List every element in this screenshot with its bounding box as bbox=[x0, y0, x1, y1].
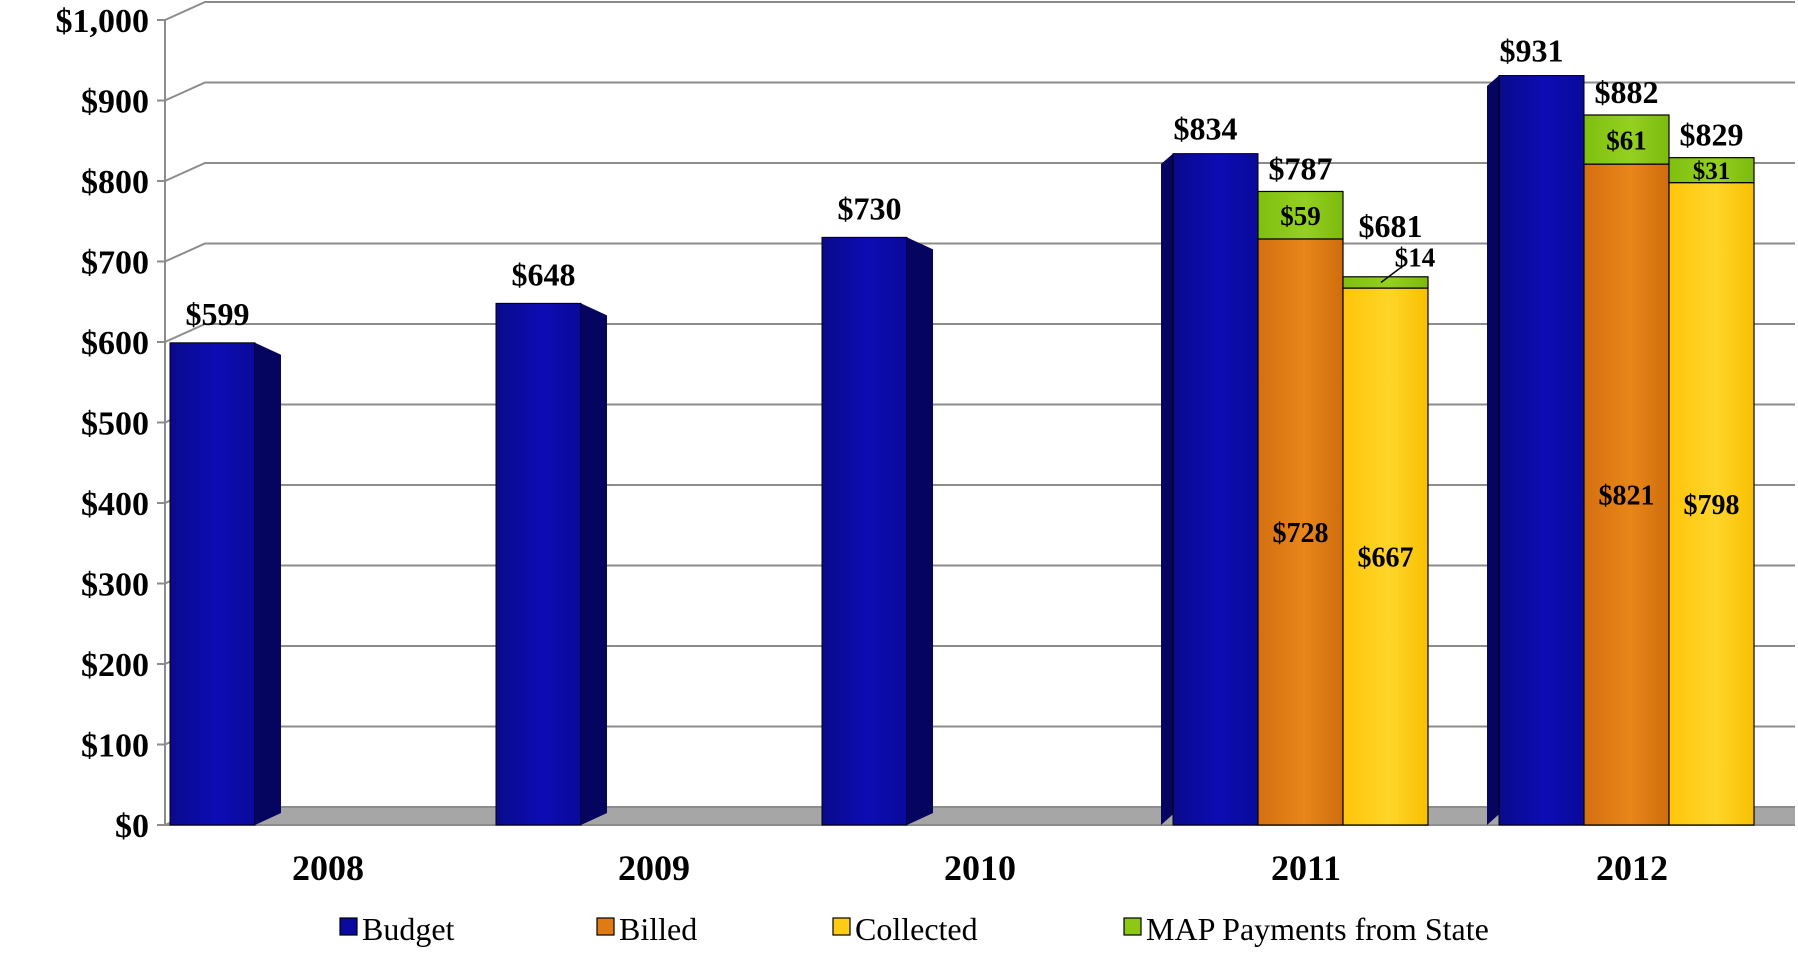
collected-bar bbox=[1342, 287, 1429, 826]
y-tick-label: $600 bbox=[81, 325, 149, 362]
collected-total-label: $681 bbox=[1359, 208, 1423, 244]
legend-label: MAP Payments from State bbox=[1146, 911, 1489, 947]
y-tick-label: $500 bbox=[81, 406, 149, 443]
collected-total-label: $829 bbox=[1680, 117, 1744, 153]
billed-map-label: $59 bbox=[1280, 201, 1321, 231]
budget-value-label: $834 bbox=[1174, 111, 1238, 147]
budget-bar-side bbox=[1487, 75, 1499, 826]
y-tick-label: $800 bbox=[81, 164, 149, 201]
legend-swatch bbox=[339, 917, 358, 936]
billed-map-segment bbox=[1257, 190, 1344, 240]
collected-map-label: $31 bbox=[1693, 158, 1731, 185]
gridline bbox=[164, 1, 1795, 21]
budget-value-label: $648 bbox=[512, 256, 576, 292]
y-tick-label: $700 bbox=[81, 245, 149, 282]
x-tick-label: 2012 bbox=[1596, 848, 1668, 888]
budget-bar-side bbox=[907, 237, 933, 826]
legend-label: Budget bbox=[362, 911, 455, 947]
x-tick-label: 2008 bbox=[292, 848, 364, 888]
billed-bar bbox=[1583, 163, 1670, 826]
y-tick-label: $900 bbox=[81, 84, 149, 121]
collected-map-label: $14 bbox=[1395, 242, 1436, 272]
y-tick-label: $1,000 bbox=[56, 3, 150, 40]
billed-bar bbox=[1257, 238, 1344, 826]
budget-bar-side bbox=[255, 342, 281, 825]
y-tick-label: $0 bbox=[115, 808, 149, 845]
x-tick-label: 2010 bbox=[944, 848, 1016, 888]
collected-bar bbox=[1668, 182, 1755, 826]
x-tick-label: 2011 bbox=[1271, 848, 1341, 888]
budget-bar-side bbox=[581, 303, 607, 825]
legend-swatch bbox=[832, 917, 851, 936]
budget-bar bbox=[495, 302, 582, 826]
budget-value-label: $730 bbox=[838, 190, 902, 226]
budget-bar bbox=[1172, 153, 1259, 826]
collected-map-segment bbox=[1342, 276, 1429, 289]
billed-map-segment bbox=[1583, 114, 1670, 165]
collected-map-segment bbox=[1668, 157, 1755, 184]
collected-base-label: $667 bbox=[1358, 543, 1414, 574]
gridline bbox=[164, 162, 1795, 182]
y-tick-label: $200 bbox=[81, 647, 149, 684]
collected-base-label: $798 bbox=[1684, 490, 1740, 521]
billed-total-label: $882 bbox=[1595, 74, 1659, 110]
gridline bbox=[164, 81, 1795, 102]
legend-swatch bbox=[596, 917, 615, 936]
budget-bar bbox=[821, 236, 908, 826]
budget-value-label: $931 bbox=[1500, 33, 1564, 69]
legend-label: Collected bbox=[855, 911, 978, 947]
budget-bar bbox=[1498, 75, 1585, 826]
y-tick-label: $100 bbox=[81, 728, 149, 765]
legend-swatch bbox=[1123, 917, 1142, 936]
y-tick-label: $300 bbox=[81, 567, 149, 604]
billed-map-label: $61 bbox=[1606, 126, 1647, 156]
billed-base-label: $821 bbox=[1599, 481, 1655, 512]
x-tick-label: 2009 bbox=[618, 848, 690, 888]
collected-map-leader bbox=[1380, 263, 1406, 284]
budget-bar-side bbox=[1161, 153, 1173, 825]
budget-bar bbox=[169, 342, 256, 826]
billed-base-label: $728 bbox=[1273, 518, 1329, 549]
budget-value-label: $599 bbox=[186, 296, 250, 332]
y-tick-label: $400 bbox=[81, 486, 149, 523]
legend-label: Billed bbox=[619, 911, 697, 947]
billed-total-label: $787 bbox=[1269, 150, 1333, 186]
